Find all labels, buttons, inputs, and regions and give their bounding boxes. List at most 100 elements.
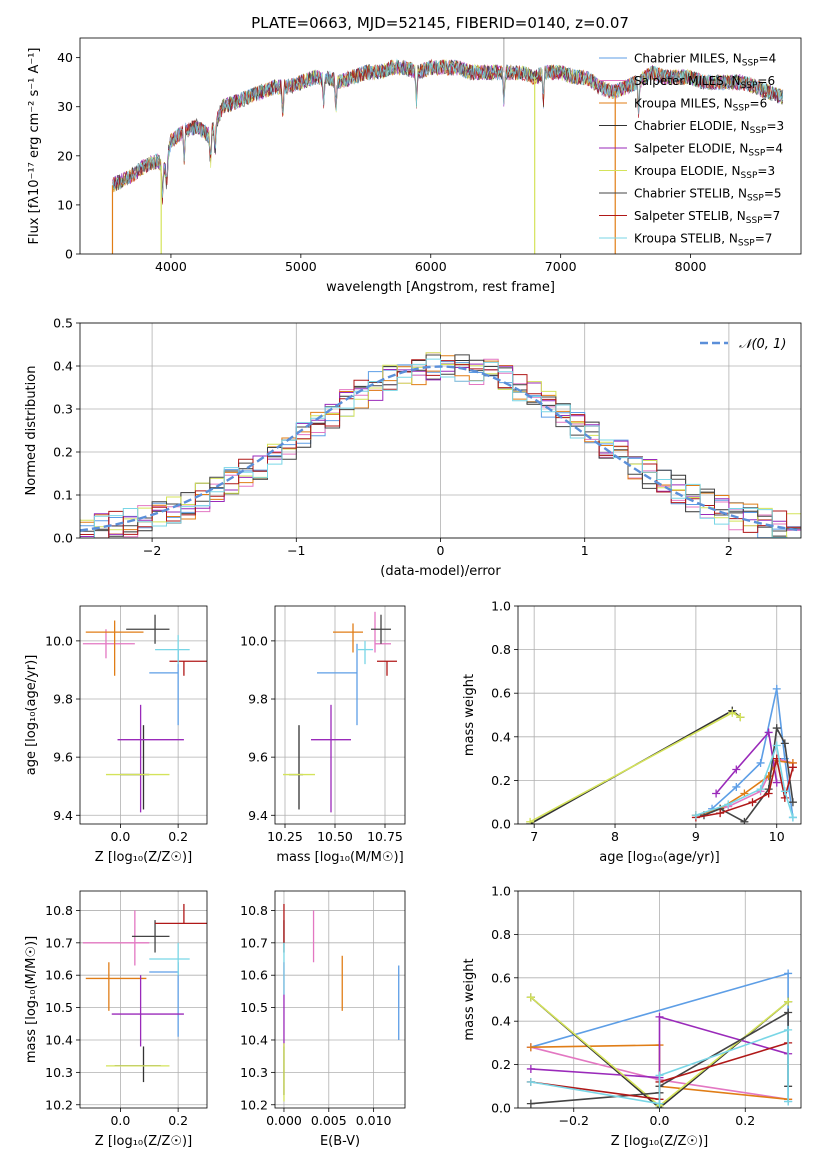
y-tick-label: 10.5 xyxy=(240,1000,268,1015)
panel-mass-vs-Z: 0.0 0.2 10.2 10.3 10.4 10.5 10.6 10.7 10.8 Z [log… xyxy=(24,890,208,1149)
x-tick-label: 7 xyxy=(530,829,538,844)
errorbar-chabrier-stelib xyxy=(126,614,170,644)
legend-entry-chabrier-miles: Chabrier MILES, NSSP=4 xyxy=(599,52,776,69)
data-point xyxy=(748,798,757,807)
data-point xyxy=(732,782,741,791)
x-tick-label: −2 xyxy=(143,543,161,558)
data-point xyxy=(691,811,700,820)
y-tick-label: 0.8 xyxy=(491,642,511,657)
y-tick-label: 10.5 xyxy=(45,1000,73,1015)
y-tick-label: 0.8 xyxy=(491,927,511,942)
chart-title: PLATE=0663, MJD=52145, FIBERID=0140, z=0… xyxy=(251,14,629,32)
axes-frame xyxy=(79,37,802,255)
x-axis-label: Z [log₁₀(Z/Z☉)] xyxy=(611,1134,708,1149)
data-point xyxy=(784,997,793,1006)
y-tick-label: 20 xyxy=(57,148,73,163)
series-line xyxy=(695,742,794,818)
legend-entry-salpeter-stelib: Salpeter STELIB, NSSP=7 xyxy=(599,209,780,226)
panel-mass-vs-EBV: 0.000 0.005 0.010 10.2 10.3 10.4 10.5 10.6 10.7 1… xyxy=(240,890,406,1149)
x-tick-label: 5000 xyxy=(285,259,317,274)
y-tick-label: 40 xyxy=(57,50,73,65)
y-tick-label: 10.3 xyxy=(45,1065,73,1080)
errorbar-chabrier-elodie xyxy=(120,725,150,810)
errorbar-kroupa-stelib xyxy=(155,635,190,665)
x-tick-label: 2 xyxy=(725,543,733,558)
data-point xyxy=(655,1099,664,1108)
legend-label: Salpeter ELODIE, NSSP=4 xyxy=(634,142,783,159)
data-point xyxy=(526,1043,535,1052)
data-point xyxy=(526,1077,535,1086)
data-point xyxy=(716,809,725,818)
data-point xyxy=(772,724,781,733)
y-tick-label: 10.0 xyxy=(240,633,268,648)
x-tick-label: −0.2 xyxy=(559,1113,589,1128)
y-tick-label: 10.3 xyxy=(240,1065,268,1080)
y-tick-label: 10.6 xyxy=(240,968,268,983)
x-tick-label: 0.2 xyxy=(168,1113,188,1128)
errorbar-chabrier-elodie xyxy=(114,1046,161,1083)
x-tick-label: 10.25 xyxy=(267,829,303,844)
data-point xyxy=(732,765,741,774)
y-tick-label: 0.1 xyxy=(53,488,73,503)
axes-frame xyxy=(274,605,406,825)
y-tick-label: 0.4 xyxy=(491,729,511,744)
data-point xyxy=(526,1099,535,1108)
errorbar-salpeter-stelib xyxy=(155,903,207,925)
y-tick-label: 30 xyxy=(57,99,73,114)
errorbar-salpeter-miles xyxy=(374,611,391,653)
y-axis-label: age [log₁₀(age/yr)] xyxy=(24,655,39,776)
data-point xyxy=(655,1012,664,1021)
legend-entry-kroupa-elodie: Kroupa ELODIE, NSSP=3 xyxy=(599,164,775,181)
axes-frame xyxy=(274,890,406,1109)
legend-entry-normal: 𝒩(0, 1) xyxy=(700,337,786,352)
y-tick-label: 10.7 xyxy=(240,935,268,950)
data-point xyxy=(784,1097,793,1106)
y-tick-label: 10.7 xyxy=(45,935,73,950)
data-point xyxy=(784,1025,793,1034)
x-tick-label: 10 xyxy=(769,829,785,844)
x-axis-label: age [log₁₀(age/yr)] xyxy=(599,850,720,865)
plot-area xyxy=(526,684,797,824)
legend-label: Salpeter STELIB, NSSP=7 xyxy=(634,209,780,226)
data-point xyxy=(784,969,793,978)
errorbar-chabrier-stelib xyxy=(131,920,170,953)
panel-age-vs-Z: 0.0 0.2 9.4 9.6 9.8 10.0 Z [log₁₀(Z/Z☉)] age [l… xyxy=(24,605,208,865)
series-kroupa-elodie xyxy=(526,708,745,824)
y-tick-label: 0.6 xyxy=(491,970,511,985)
x-tick-label: 0.2 xyxy=(168,829,188,844)
axes-frame xyxy=(517,890,802,1109)
x-axis-label: Z [log₁₀(Z/Z☉)] xyxy=(95,850,192,865)
y-tick-label: 0.2 xyxy=(53,445,73,460)
legend-entry-salpeter-miles: Salpeter MILES, NSSP=6 xyxy=(599,74,775,91)
x-tick-label: 9 xyxy=(692,829,700,844)
y-tick-label: 1.0 xyxy=(491,599,511,614)
y-tick-label: 10.4 xyxy=(240,1032,268,1047)
y-tick-label: 10.4 xyxy=(45,1032,73,1047)
y-tick-label: 0.5 xyxy=(53,316,73,331)
x-tick-label: 0.2 xyxy=(735,1113,755,1128)
errorbar-kroupa-miles xyxy=(333,623,363,653)
data-point xyxy=(712,789,721,798)
x-tick-label: 0.0 xyxy=(110,829,130,844)
plot-area xyxy=(80,352,801,538)
x-axis-label: (data-model)/error xyxy=(380,564,501,579)
y-tick-label: 10.0 xyxy=(45,633,73,648)
plot-area xyxy=(283,903,400,1102)
data-point xyxy=(756,758,765,767)
y-tick-label: 9.4 xyxy=(248,808,268,823)
data-point xyxy=(724,800,733,809)
x-tick-label: −1 xyxy=(287,543,305,558)
legend-entry-chabrier-stelib: Chabrier STELIB, NSSP=5 xyxy=(599,187,782,204)
axes-frame xyxy=(79,322,802,539)
data-point xyxy=(526,817,535,824)
panel-spectrum: 4000 5000 6000 7000 8000 0 10 20 30 40 wavelength … xyxy=(27,14,802,295)
errorbar-salpeter-miles xyxy=(82,629,135,659)
y-tick-label: 10.6 xyxy=(45,968,73,983)
legend-label: Chabrier ELODIE, NSSP=3 xyxy=(634,119,784,136)
series-line xyxy=(529,709,741,824)
errorbar-salpeter-elodie xyxy=(117,704,184,813)
x-tick-label: 8000 xyxy=(675,259,707,274)
y-tick-label: 0.4 xyxy=(491,1014,511,1029)
series-kroupa-stelib xyxy=(691,741,797,822)
